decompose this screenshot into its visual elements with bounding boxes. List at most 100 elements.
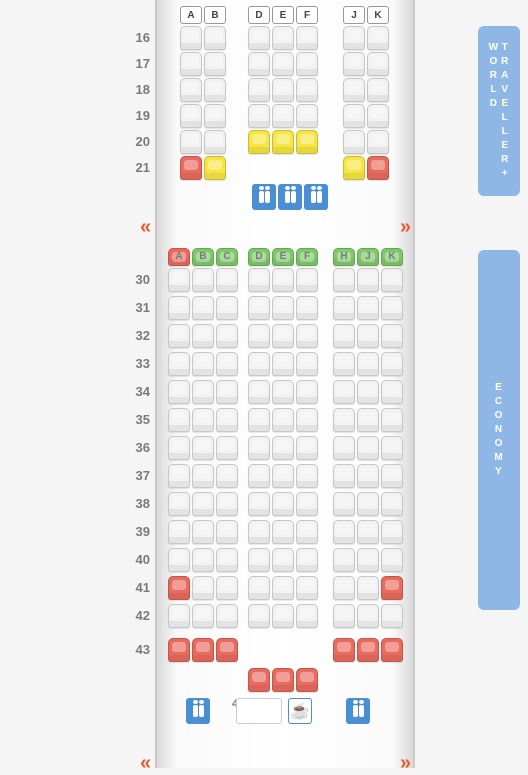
seat[interactable] bbox=[296, 408, 318, 432]
seat[interactable] bbox=[272, 52, 294, 76]
seat[interactable] bbox=[296, 668, 318, 692]
seat[interactable] bbox=[367, 52, 389, 76]
seat[interactable] bbox=[272, 324, 294, 348]
seat[interactable] bbox=[248, 296, 270, 320]
seat[interactable] bbox=[248, 268, 270, 292]
seat[interactable] bbox=[204, 26, 226, 50]
seat[interactable] bbox=[357, 520, 379, 544]
seat[interactable] bbox=[272, 78, 294, 102]
seat[interactable] bbox=[248, 436, 270, 460]
seat[interactable] bbox=[168, 492, 190, 516]
seat[interactable] bbox=[272, 26, 294, 50]
seat[interactable] bbox=[192, 548, 214, 572]
seat[interactable] bbox=[367, 104, 389, 128]
seat[interactable] bbox=[272, 436, 294, 460]
seat[interactable] bbox=[180, 26, 202, 50]
seat[interactable] bbox=[248, 668, 270, 692]
seat[interactable] bbox=[381, 268, 403, 292]
seat[interactable] bbox=[333, 548, 355, 572]
seat[interactable] bbox=[168, 520, 190, 544]
seat[interactable] bbox=[296, 464, 318, 488]
seat[interactable] bbox=[333, 380, 355, 404]
seat[interactable] bbox=[204, 52, 226, 76]
seat[interactable] bbox=[192, 436, 214, 460]
seat[interactable] bbox=[357, 436, 379, 460]
seat[interactable] bbox=[333, 408, 355, 432]
seat[interactable] bbox=[248, 380, 270, 404]
seat[interactable] bbox=[381, 352, 403, 376]
seat[interactable] bbox=[367, 156, 389, 180]
seat[interactable] bbox=[381, 296, 403, 320]
seat[interactable] bbox=[248, 604, 270, 628]
seat[interactable] bbox=[296, 52, 318, 76]
seat[interactable] bbox=[333, 604, 355, 628]
seat[interactable] bbox=[296, 520, 318, 544]
seat[interactable] bbox=[168, 464, 190, 488]
seat[interactable] bbox=[296, 380, 318, 404]
seat[interactable] bbox=[180, 52, 202, 76]
seat[interactable] bbox=[248, 548, 270, 572]
seat[interactable] bbox=[216, 268, 238, 292]
seat[interactable] bbox=[216, 324, 238, 348]
seat[interactable] bbox=[357, 604, 379, 628]
seat[interactable] bbox=[343, 78, 365, 102]
seat[interactable] bbox=[180, 130, 202, 154]
seat[interactable] bbox=[357, 492, 379, 516]
seat[interactable] bbox=[296, 548, 318, 572]
seat[interactable] bbox=[357, 296, 379, 320]
seat[interactable] bbox=[296, 492, 318, 516]
seat[interactable] bbox=[168, 548, 190, 572]
seat[interactable] bbox=[272, 104, 294, 128]
seat[interactable] bbox=[216, 380, 238, 404]
seat[interactable] bbox=[248, 26, 270, 50]
seat[interactable] bbox=[381, 380, 403, 404]
seat[interactable] bbox=[272, 464, 294, 488]
seat[interactable] bbox=[367, 26, 389, 50]
seat[interactable] bbox=[296, 576, 318, 600]
seat[interactable] bbox=[272, 352, 294, 376]
seat[interactable] bbox=[248, 130, 270, 154]
seat[interactable] bbox=[216, 548, 238, 572]
seat[interactable] bbox=[216, 576, 238, 600]
seat[interactable] bbox=[296, 296, 318, 320]
seat[interactable] bbox=[248, 408, 270, 432]
seat[interactable] bbox=[357, 268, 379, 292]
seat[interactable] bbox=[333, 576, 355, 600]
seat[interactable] bbox=[333, 436, 355, 460]
seat[interactable] bbox=[204, 130, 226, 154]
seat[interactable] bbox=[343, 104, 365, 128]
seat[interactable] bbox=[381, 324, 403, 348]
seat[interactable] bbox=[216, 638, 238, 662]
seat[interactable] bbox=[357, 408, 379, 432]
seat[interactable] bbox=[296, 130, 318, 154]
seat[interactable] bbox=[333, 352, 355, 376]
seat[interactable] bbox=[168, 436, 190, 460]
seat[interactable] bbox=[180, 156, 202, 180]
seat[interactable] bbox=[192, 324, 214, 348]
seat[interactable] bbox=[216, 604, 238, 628]
seat[interactable] bbox=[357, 352, 379, 376]
seat[interactable] bbox=[343, 26, 365, 50]
seat[interactable] bbox=[296, 26, 318, 50]
seat[interactable] bbox=[192, 352, 214, 376]
seat[interactable] bbox=[216, 352, 238, 376]
seat[interactable] bbox=[216, 436, 238, 460]
seat[interactable] bbox=[192, 268, 214, 292]
seat[interactable] bbox=[168, 380, 190, 404]
seat[interactable] bbox=[333, 268, 355, 292]
seat[interactable] bbox=[272, 408, 294, 432]
seat[interactable] bbox=[272, 130, 294, 154]
seat[interactable] bbox=[216, 296, 238, 320]
seat[interactable] bbox=[272, 576, 294, 600]
seat[interactable] bbox=[381, 436, 403, 460]
seat[interactable] bbox=[204, 156, 226, 180]
seat[interactable] bbox=[216, 464, 238, 488]
seat[interactable] bbox=[248, 464, 270, 488]
seat[interactable] bbox=[343, 52, 365, 76]
seat[interactable] bbox=[168, 576, 190, 600]
seat[interactable] bbox=[333, 520, 355, 544]
seat[interactable] bbox=[357, 548, 379, 572]
seat[interactable] bbox=[248, 78, 270, 102]
seat[interactable] bbox=[333, 296, 355, 320]
seat[interactable] bbox=[357, 576, 379, 600]
